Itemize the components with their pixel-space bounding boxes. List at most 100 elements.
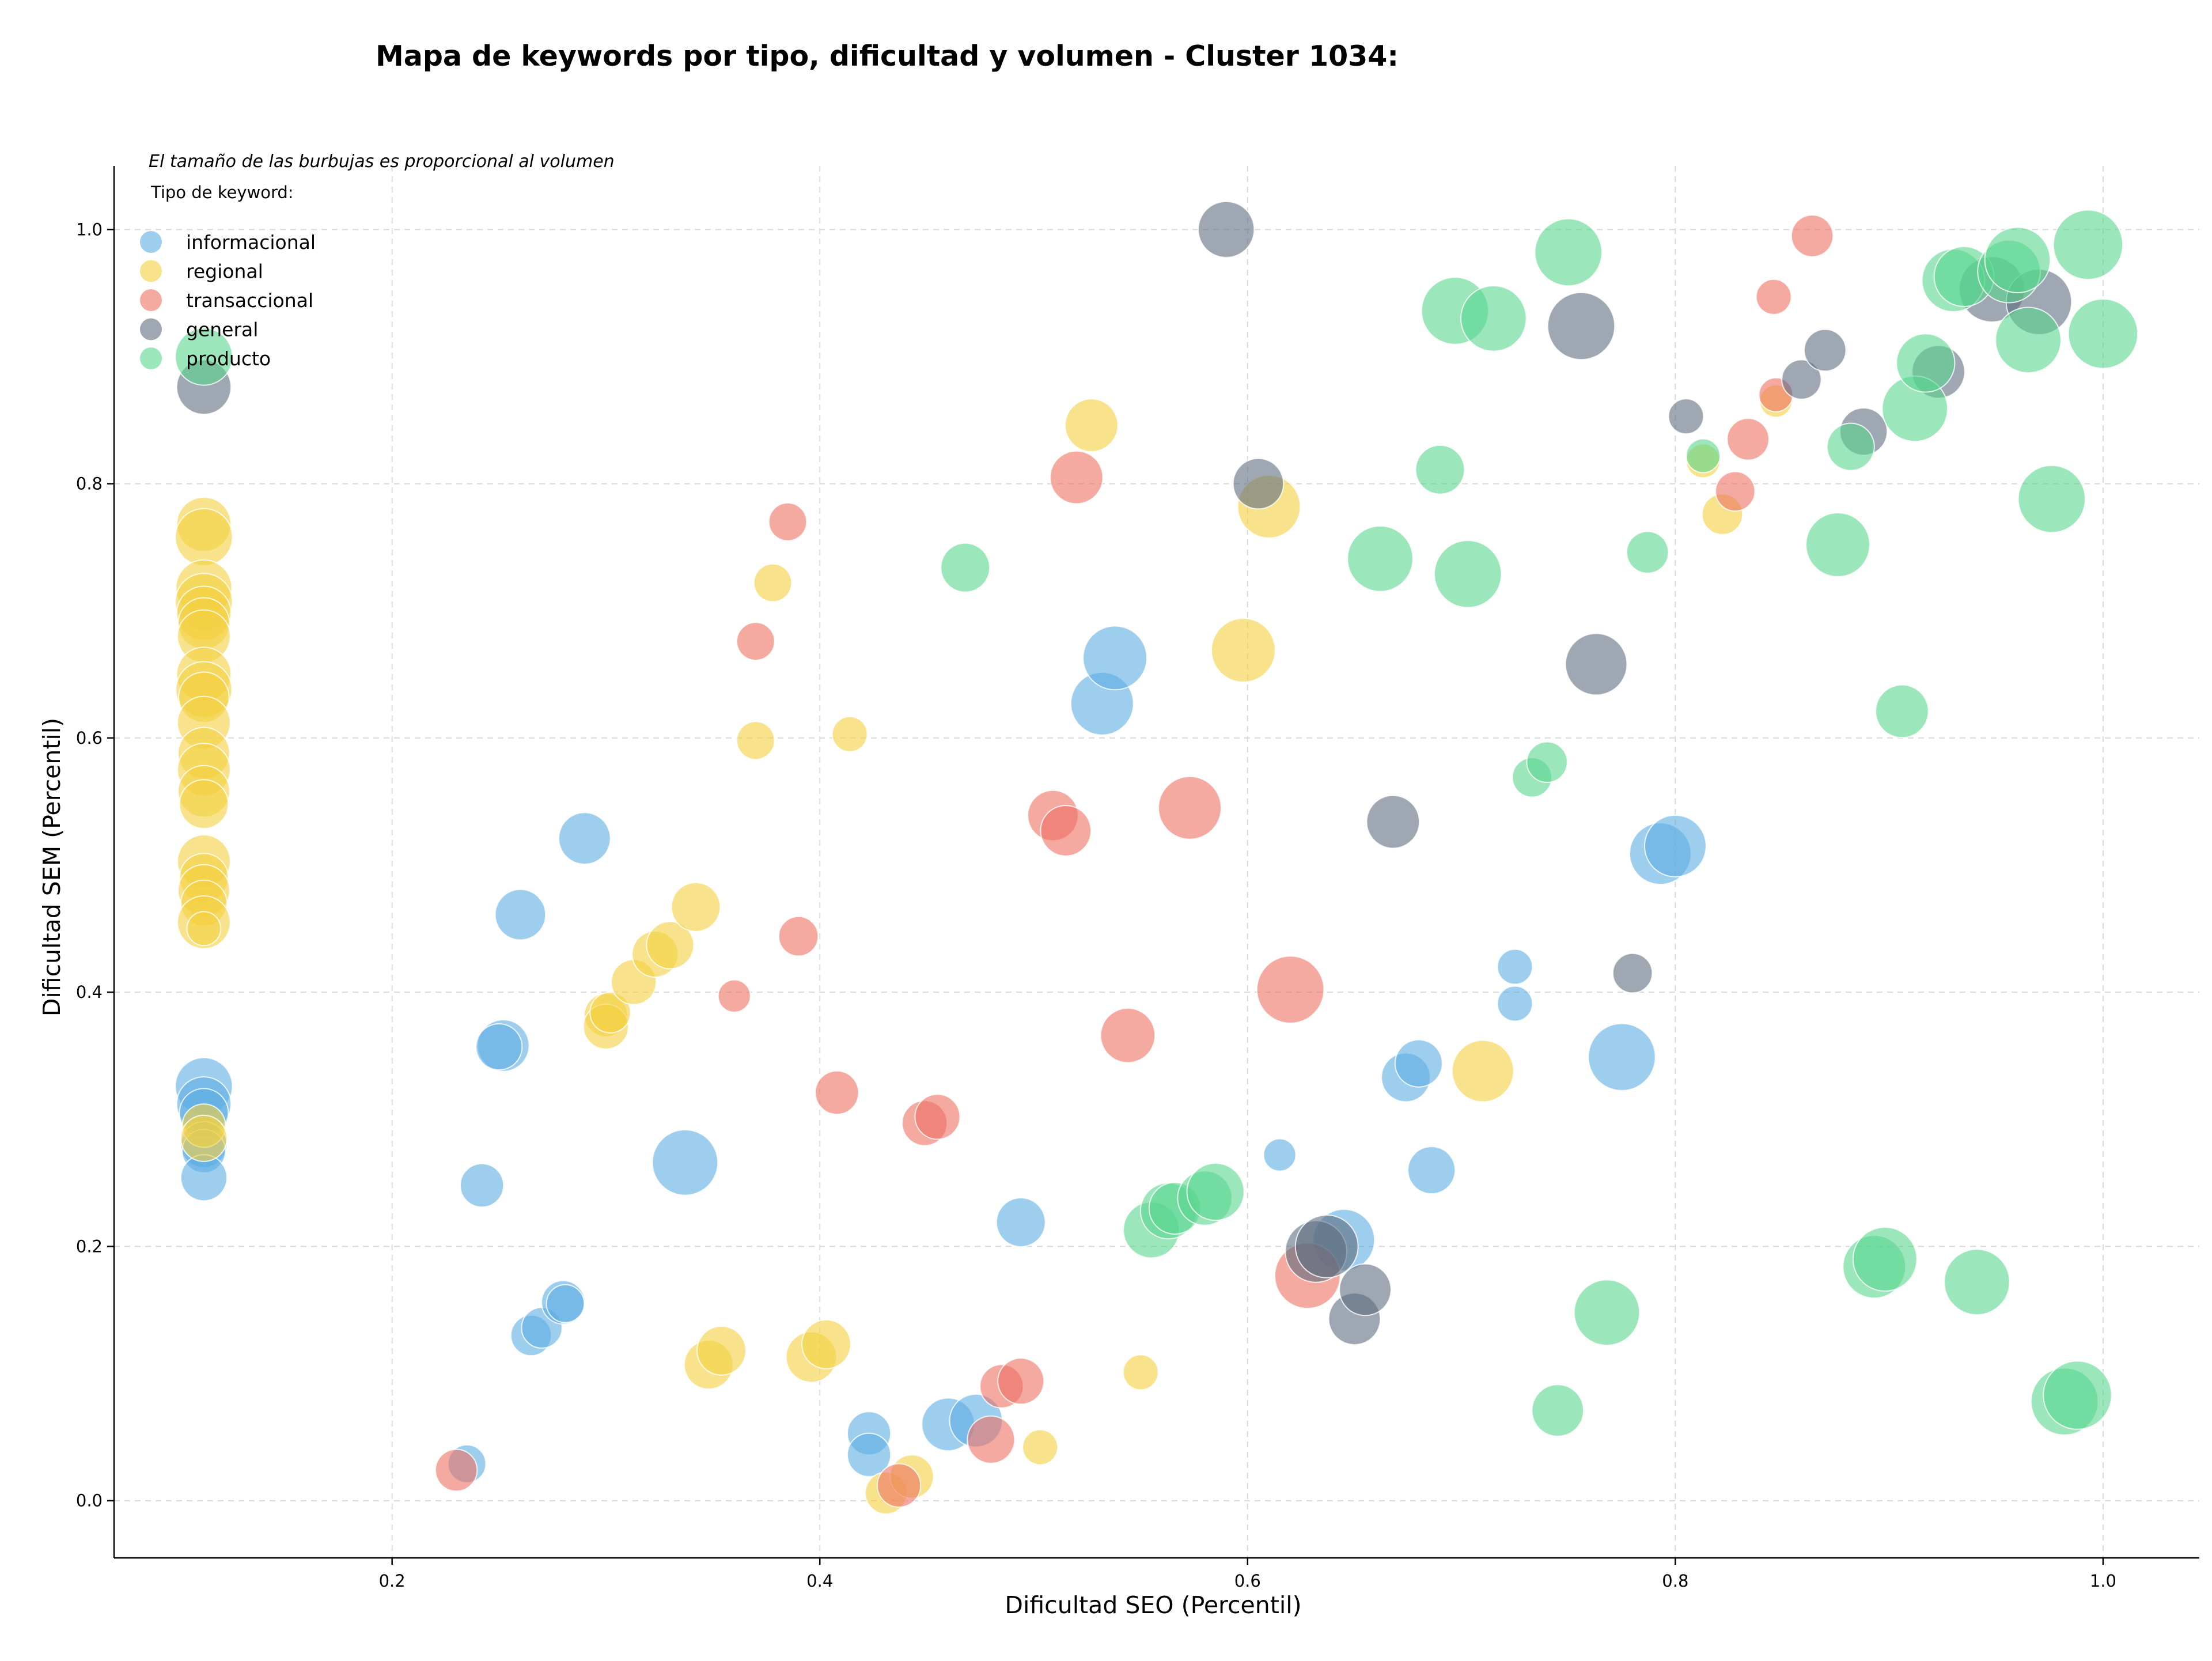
bubble-general-12 <box>1781 359 1822 400</box>
bubble-general-11 <box>1668 398 1705 435</box>
y-tick-label-1: 0.2 <box>76 1236 103 1256</box>
legend-label-producto: producto <box>186 347 271 370</box>
bubble-informacional-15 <box>558 812 611 865</box>
bubble-producto-16 <box>1573 1279 1641 1346</box>
y-tick-label-3: 0.6 <box>76 728 103 748</box>
bubble-producto-22 <box>1852 1227 1918 1292</box>
bubble-regional-35 <box>801 1319 851 1369</box>
bubble-transaccional-14 <box>1050 450 1104 505</box>
bubble-regional-1 <box>175 508 233 566</box>
bubble-producto-6 <box>1186 1163 1245 1221</box>
legend-marker-informacional <box>140 231 162 253</box>
bubble-regional-31 <box>696 1326 747 1376</box>
bubble-producto-35 <box>2052 209 2124 280</box>
bubble-general-6 <box>1339 1263 1392 1316</box>
axes: 0.2 0.4 0.6 0.8 1.0 0.0 0.2 0.4 0.6 0.8 1.0 <box>76 166 2199 1591</box>
x-tick-label-0: 0.2 <box>379 1571 406 1591</box>
bubble-transaccional-3 <box>768 502 808 542</box>
bubble-transaccional-6 <box>877 1463 922 1508</box>
bubble-transaccional-23 <box>1790 214 1834 258</box>
chart-title: Mapa de keywords por tipo, dificultad y … <box>376 40 1399 73</box>
bubble-informacional-10 <box>494 888 547 941</box>
bubble-informacional-9 <box>475 1023 523 1070</box>
x-tick-label-3: 0.8 <box>1662 1571 1688 1591</box>
bubble-producto-23 <box>1875 684 1929 739</box>
bubble-producto-0 <box>175 327 233 386</box>
bubble-general-9 <box>1565 633 1628 696</box>
bubble-producto-7 <box>1347 525 1414 592</box>
bubble-transaccional-21 <box>1755 278 1792 315</box>
x-tick-label-2: 0.6 <box>1234 1571 1261 1591</box>
bubble-transaccional-4 <box>778 915 819 957</box>
bubble-regional-39 <box>1022 1429 1059 1466</box>
y-tick-label-5: 1.0 <box>76 220 103 239</box>
bubble-regional-33 <box>753 563 793 603</box>
bubble-transaccional-8 <box>914 1094 961 1140</box>
bubble-producto-30 <box>1984 226 2051 294</box>
bubble-regional-25 <box>589 992 631 1034</box>
bubble-producto-36 <box>2067 298 2139 369</box>
bubble-transaccional-17 <box>1256 955 1325 1024</box>
bubble-informacional-21 <box>995 1197 1046 1247</box>
bubble-informacional-27 <box>1394 1039 1443 1088</box>
bubble-informacional-33 <box>1644 815 1707 877</box>
bubble-informacional-14 <box>546 1284 585 1323</box>
y-tick-label-4: 0.8 <box>76 474 103 494</box>
legend-title: Tipo de keyword: <box>150 183 294 202</box>
bubble-regional-36 <box>831 716 868 752</box>
bubble-producto-14 <box>1531 1384 1584 1437</box>
bubble-transaccional-20 <box>1726 418 1770 461</box>
bubble-informacional-23 <box>1082 625 1147 691</box>
x-axis-label: Dificultad SEO (Percentil) <box>1005 1591 1301 1619</box>
y-tick-label-0: 0.0 <box>76 1491 103 1511</box>
bubble-informacional-28 <box>1407 1146 1456 1195</box>
bubble-regional-41 <box>1122 1354 1159 1391</box>
bubble-transaccional-0 <box>434 1448 478 1492</box>
x-tick-label-4: 1.0 <box>2090 1571 2116 1591</box>
bubble-producto-8 <box>1415 444 1465 495</box>
bubbles <box>175 200 2139 1515</box>
bubble-informacional-24 <box>1263 1138 1297 1172</box>
bubble-regional-14 <box>179 779 229 829</box>
bubble-transaccional-9 <box>967 1415 1016 1464</box>
bubble-producto-19 <box>1805 512 1870 577</box>
legend-marker-transaccional <box>140 289 162 311</box>
legend-label-general: general <box>186 319 258 341</box>
bubble-general-4 <box>1294 1214 1359 1278</box>
legend-marker-regional <box>140 260 162 282</box>
bubble-producto-20 <box>1826 422 1875 471</box>
bubble-regional-28 <box>646 921 695 970</box>
bubble-transaccional-11 <box>997 1357 1045 1405</box>
bubble-producto-15 <box>1534 218 1603 287</box>
legend: informacional regional transaccional genera… <box>140 231 316 370</box>
bubble-producto-1 <box>940 542 991 593</box>
bubble-regional-29 <box>671 881 721 932</box>
bubble-regional-42 <box>1211 618 1276 683</box>
bubble-informacional-29 <box>1497 948 1533 985</box>
bubble-producto-13 <box>1526 741 1568 784</box>
bubble-transaccional-2 <box>736 622 775 661</box>
bubble-informacional-30 <box>1497 985 1533 1022</box>
bubble-general-1 <box>1198 200 1255 258</box>
bubble-transaccional-5 <box>815 1070 859 1115</box>
bubble-producto-34 <box>2043 1360 2112 1430</box>
bubble-producto-25 <box>1896 333 1956 393</box>
bubble-informacional-16 <box>652 1129 719 1196</box>
bubble-general-13 <box>1804 328 1847 372</box>
bubble-general-7 <box>1366 794 1421 849</box>
bubble-producto-31 <box>1995 307 2062 374</box>
bubble-producto-18 <box>1685 438 1721 474</box>
grid <box>114 166 2199 1558</box>
legend-marker-general <box>140 318 162 340</box>
bubble-regional-32 <box>736 721 775 760</box>
legend-label-transaccional: transaccional <box>186 289 313 312</box>
bubble-producto-32 <box>2017 464 2086 534</box>
bubble-regional-40 <box>1065 398 1119 452</box>
bubble-regional-22 <box>180 1114 228 1162</box>
bubble-informacional-7 <box>460 1163 505 1208</box>
y-tick-label-2: 0.4 <box>76 982 103 1002</box>
bubble-informacional-18 <box>847 1432 892 1477</box>
legend-label-regional: regional <box>186 260 263 283</box>
bubble-producto-10 <box>1434 540 1502 608</box>
